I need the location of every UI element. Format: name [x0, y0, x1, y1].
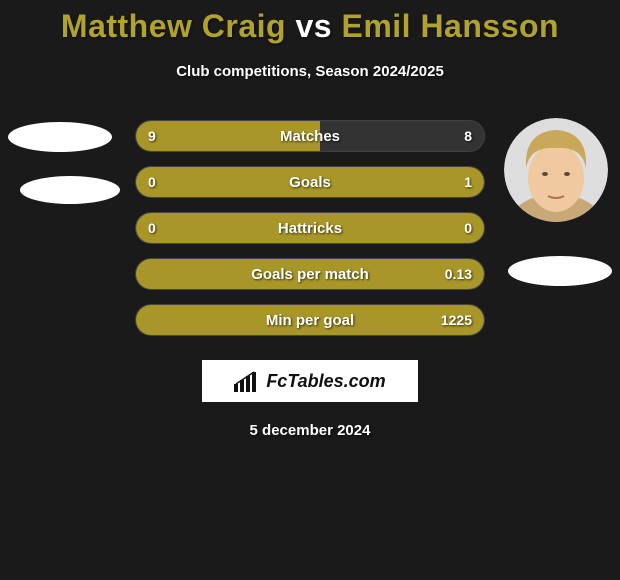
- stat-row: 0Goals1: [135, 166, 485, 198]
- stat-label: Goals: [136, 174, 484, 191]
- logo-text: FcTables.com: [266, 371, 385, 392]
- stat-row: 0Hattricks0: [135, 212, 485, 244]
- stat-label: Matches: [136, 128, 484, 145]
- stat-label: Hattricks: [136, 220, 484, 237]
- player-right-name: Emil Hansson: [341, 8, 559, 44]
- bars-icon: [234, 370, 260, 392]
- stat-label: Min per goal: [136, 312, 484, 329]
- stat-row: Min per goal1225: [135, 304, 485, 336]
- date-text: 5 december 2024: [0, 422, 620, 439]
- subtitle: Club competitions, Season 2024/2025: [0, 63, 620, 80]
- stat-value-right: 0.13: [445, 266, 472, 282]
- stat-row: Goals per match0.13: [135, 258, 485, 290]
- stats-list: 9Matches80Goals10Hattricks0Goals per mat…: [135, 120, 485, 336]
- player-left-name: Matthew Craig: [61, 8, 286, 44]
- avatar-right-shadow: [508, 256, 612, 286]
- avatar-left-placeholder: [8, 122, 112, 152]
- vs-text: vs: [286, 8, 341, 44]
- stat-value-right: 1225: [441, 312, 472, 328]
- stat-label: Goals per match: [136, 266, 484, 283]
- avatar-right: [504, 118, 608, 222]
- avatar-left-placeholder-shadow: [20, 176, 120, 204]
- stat-value-right: 1: [464, 174, 472, 190]
- page-title: Matthew Craig vs Emil Hansson: [0, 8, 620, 45]
- stat-value-right: 0: [464, 220, 472, 236]
- avatar-right-svg: [504, 118, 608, 222]
- logo-box: FcTables.com: [202, 360, 418, 402]
- stat-value-right: 8: [464, 128, 472, 144]
- stat-row: 9Matches8: [135, 120, 485, 152]
